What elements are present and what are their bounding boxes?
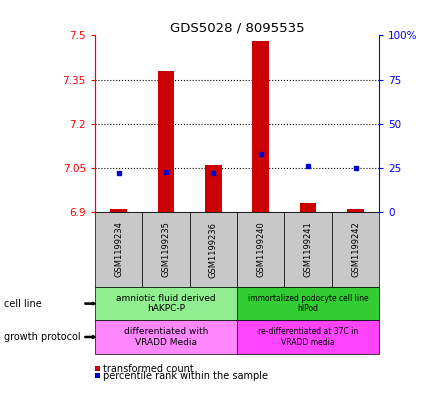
Bar (110, 209, 126, 212)
Text: amniotic fluid derived
hAKPC-P: amniotic fluid derived hAKPC-P (116, 294, 215, 313)
Text: GSM1199236: GSM1199236 (209, 222, 217, 277)
Bar (299, 204, 316, 212)
Text: percentile rank within the sample: percentile rank within the sample (102, 371, 267, 381)
Bar (205, 165, 221, 212)
Bar (347, 209, 363, 212)
Text: GSM1199241: GSM1199241 (303, 222, 312, 277)
Text: growth protocol: growth protocol (4, 332, 81, 342)
Text: transformed count: transformed count (102, 364, 193, 374)
Text: cell line: cell line (4, 299, 42, 309)
Title: GDS5028 / 8095535: GDS5028 / 8095535 (169, 21, 304, 34)
Text: re-differentiated at 37C in
VRADD media: re-differentiated at 37C in VRADD media (258, 327, 357, 347)
Text: GSM1199234: GSM1199234 (114, 222, 123, 277)
Bar (252, 41, 268, 212)
Text: GSM1199235: GSM1199235 (161, 222, 170, 277)
Text: GSM1199240: GSM1199240 (256, 222, 264, 277)
Text: differentiated with
VRADD Media: differentiated with VRADD Media (123, 327, 208, 347)
Text: immortalized podocyte cell line
hIPod: immortalized podocyte cell line hIPod (247, 294, 368, 313)
Text: GSM1199242: GSM1199242 (350, 222, 359, 277)
Bar (157, 71, 174, 212)
